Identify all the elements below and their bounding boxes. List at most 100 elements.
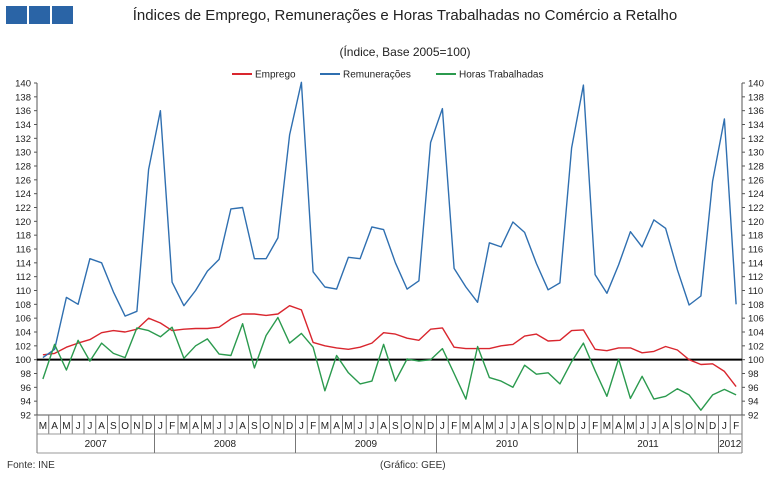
y-tick-label-right: 132	[748, 134, 764, 145]
x-month-label: J	[228, 421, 233, 432]
brand-logo	[6, 6, 73, 24]
x-month-label: J	[217, 421, 222, 432]
x-month-label: A	[239, 421, 246, 432]
x-month-label: J	[581, 421, 586, 432]
x-month-label: J	[158, 421, 163, 432]
y-tick-label-left: 126	[15, 175, 31, 186]
y-tick-label-left: 140	[15, 79, 31, 90]
x-month-label: M	[626, 421, 634, 432]
x-month-label: D	[286, 421, 293, 432]
y-tick-label-left: 100	[15, 355, 31, 366]
x-month-label: N	[556, 421, 563, 432]
year-label: 2007	[85, 439, 108, 450]
y-tick-label-right: 122	[748, 203, 764, 214]
logo-square	[52, 6, 73, 24]
series-line-horas-trabalhadas	[42, 316, 737, 411]
x-month-label: A	[521, 421, 528, 432]
y-tick-label-left: 128	[15, 162, 31, 173]
x-month-label: N	[274, 421, 281, 432]
y-tick-label-right: 134	[748, 120, 764, 131]
y-tick-label-right: 98	[748, 369, 759, 380]
x-month-label: M	[462, 421, 470, 432]
y-tick-label-right: 92	[748, 411, 759, 422]
x-month-label: D	[427, 421, 434, 432]
x-month-label: S	[110, 421, 117, 432]
x-month-label: S	[533, 421, 540, 432]
y-tick-label-right: 120	[748, 217, 764, 228]
x-month-label: J	[499, 421, 504, 432]
x-month-label: N	[133, 421, 140, 432]
x-month-label: F	[592, 421, 598, 432]
y-tick-label-right: 118	[748, 231, 763, 242]
y-tick-label-left: 136	[15, 106, 31, 117]
x-month-label: F	[169, 421, 175, 432]
x-month-label: O	[121, 421, 129, 432]
x-month-label: J	[358, 421, 363, 432]
y-tick-label-right: 124	[748, 189, 764, 200]
y-tick-label-right: 130	[748, 148, 764, 159]
y-tick-label-right: 116	[748, 245, 763, 256]
x-month-label: M	[180, 421, 188, 432]
y-tick-label-right: 138	[748, 92, 764, 103]
y-tick-label-right: 100	[748, 355, 764, 366]
y-tick-label-left: 96	[20, 383, 31, 394]
y-tick-label-left: 138	[15, 92, 31, 103]
y-tick-label-right: 114	[748, 258, 763, 269]
x-month-label: J	[440, 421, 445, 432]
y-tick-label-right: 108	[748, 300, 764, 311]
x-month-label: J	[510, 421, 515, 432]
x-month-label: M	[485, 421, 493, 432]
y-tick-label-left: 102	[15, 341, 31, 352]
x-month-label: J	[76, 421, 81, 432]
x-month-label: A	[51, 421, 58, 432]
y-tick-label-right: 140	[748, 79, 764, 90]
x-month-label: D	[709, 421, 716, 432]
x-month-label: N	[697, 421, 704, 432]
x-month-label: A	[192, 421, 199, 432]
y-tick-label-right: 102	[748, 341, 764, 352]
x-month-label: A	[662, 421, 669, 432]
y-tick-label-left: 106	[15, 314, 31, 325]
x-month-label: J	[299, 421, 304, 432]
series-line-emprego	[42, 305, 737, 388]
y-tick-label-left: 122	[15, 203, 31, 214]
y-tick-label-right: 136	[748, 106, 764, 117]
x-month-label: F	[451, 421, 457, 432]
x-month-label: S	[251, 421, 258, 432]
x-month-label: A	[333, 421, 340, 432]
x-month-label: A	[98, 421, 105, 432]
y-tick-label-left: 94	[20, 397, 31, 408]
y-tick-label-left: 116	[16, 245, 31, 256]
legend-label: Remunerações	[343, 70, 411, 81]
x-month-label: A	[615, 421, 622, 432]
y-tick-label-right: 106	[748, 314, 764, 325]
legend-label: Emprego	[255, 70, 296, 81]
x-month-label: S	[674, 421, 681, 432]
x-month-label: J	[369, 421, 374, 432]
logo-square	[6, 6, 27, 24]
x-month-label: O	[403, 421, 411, 432]
x-month-label: M	[321, 421, 329, 432]
year-label: 2009	[355, 439, 378, 450]
year-label: 2012	[719, 439, 742, 450]
x-month-label: J	[722, 421, 727, 432]
source-note: Fonte: INE	[7, 460, 55, 471]
y-tick-label-left: 132	[15, 134, 31, 145]
year-label: 2011	[637, 439, 659, 450]
y-tick-label-left: 114	[16, 258, 31, 269]
x-month-label: M	[344, 421, 352, 432]
credit-note: (Gráfico: GEE)	[380, 460, 446, 471]
y-tick-label-left: 108	[15, 300, 31, 311]
x-month-label: M	[39, 421, 47, 432]
y-tick-label-right: 104	[748, 328, 764, 339]
series-line-remunerações	[42, 81, 737, 359]
chart-title: Índices de Emprego, Remunerações e Horas…	[132, 7, 678, 24]
x-month-label: M	[603, 421, 611, 432]
y-tick-label-left: 104	[15, 328, 31, 339]
x-month-label: J	[640, 421, 645, 432]
y-tick-label-left: 112	[16, 272, 31, 283]
x-month-label: M	[203, 421, 211, 432]
legend-label: Horas Trabalhadas	[459, 70, 544, 81]
x-month-label: F	[310, 421, 316, 432]
